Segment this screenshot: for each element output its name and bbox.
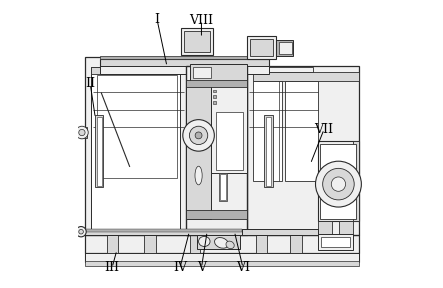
Ellipse shape: [198, 236, 210, 247]
Bar: [211, 69, 247, 173]
Bar: [253, 67, 313, 72]
Bar: [253, 72, 359, 81]
Bar: [247, 66, 359, 235]
Bar: [107, 235, 118, 253]
Ellipse shape: [214, 238, 229, 248]
Bar: [219, 173, 227, 201]
Bar: [181, 28, 213, 55]
Bar: [80, 127, 87, 138]
Bar: [186, 66, 247, 235]
Bar: [197, 235, 240, 249]
Text: II: II: [85, 77, 95, 90]
Bar: [184, 31, 210, 52]
Bar: [266, 117, 271, 185]
Bar: [354, 141, 359, 221]
Text: I: I: [155, 13, 159, 26]
Bar: [91, 67, 180, 230]
Bar: [320, 144, 356, 219]
Bar: [290, 235, 302, 253]
Bar: [190, 64, 247, 81]
Bar: [247, 36, 276, 58]
Bar: [85, 253, 359, 262]
Bar: [250, 39, 273, 56]
Bar: [186, 210, 247, 219]
Bar: [318, 234, 354, 250]
Bar: [91, 67, 180, 74]
Circle shape: [79, 129, 85, 136]
Bar: [321, 237, 350, 247]
Circle shape: [190, 126, 208, 145]
Bar: [193, 67, 211, 78]
Circle shape: [76, 227, 86, 237]
Text: VI: VI: [236, 261, 250, 274]
Bar: [253, 81, 282, 181]
Bar: [81, 229, 241, 232]
Circle shape: [76, 126, 88, 139]
Bar: [264, 115, 272, 187]
Bar: [81, 229, 241, 235]
Bar: [85, 261, 359, 266]
Bar: [216, 113, 243, 170]
Bar: [318, 221, 332, 235]
Circle shape: [195, 132, 202, 139]
Circle shape: [323, 168, 354, 200]
Bar: [241, 229, 318, 235]
Bar: [186, 81, 211, 219]
Text: VIII: VIII: [190, 14, 214, 27]
Bar: [318, 141, 359, 221]
Text: III: III: [105, 261, 120, 274]
Bar: [100, 58, 269, 67]
Circle shape: [315, 161, 361, 207]
Text: IV: IV: [173, 261, 187, 274]
Bar: [213, 90, 216, 92]
Text: V: V: [197, 261, 206, 274]
Bar: [144, 235, 155, 253]
Bar: [339, 221, 354, 235]
Circle shape: [183, 120, 214, 151]
Bar: [220, 174, 226, 200]
Bar: [85, 253, 359, 262]
Bar: [85, 57, 190, 235]
Bar: [100, 66, 269, 74]
Bar: [213, 101, 216, 104]
Circle shape: [331, 177, 346, 191]
Ellipse shape: [195, 166, 202, 185]
Bar: [85, 235, 359, 253]
Ellipse shape: [226, 241, 234, 249]
Bar: [97, 117, 102, 185]
Bar: [276, 40, 293, 56]
Circle shape: [79, 230, 83, 234]
Bar: [186, 79, 247, 87]
Bar: [213, 95, 216, 98]
Bar: [100, 56, 269, 58]
Bar: [190, 235, 200, 253]
Bar: [97, 75, 177, 178]
Bar: [284, 81, 318, 181]
Bar: [95, 115, 103, 187]
Bar: [256, 235, 268, 253]
Bar: [279, 42, 292, 54]
Text: VII: VII: [315, 123, 334, 136]
